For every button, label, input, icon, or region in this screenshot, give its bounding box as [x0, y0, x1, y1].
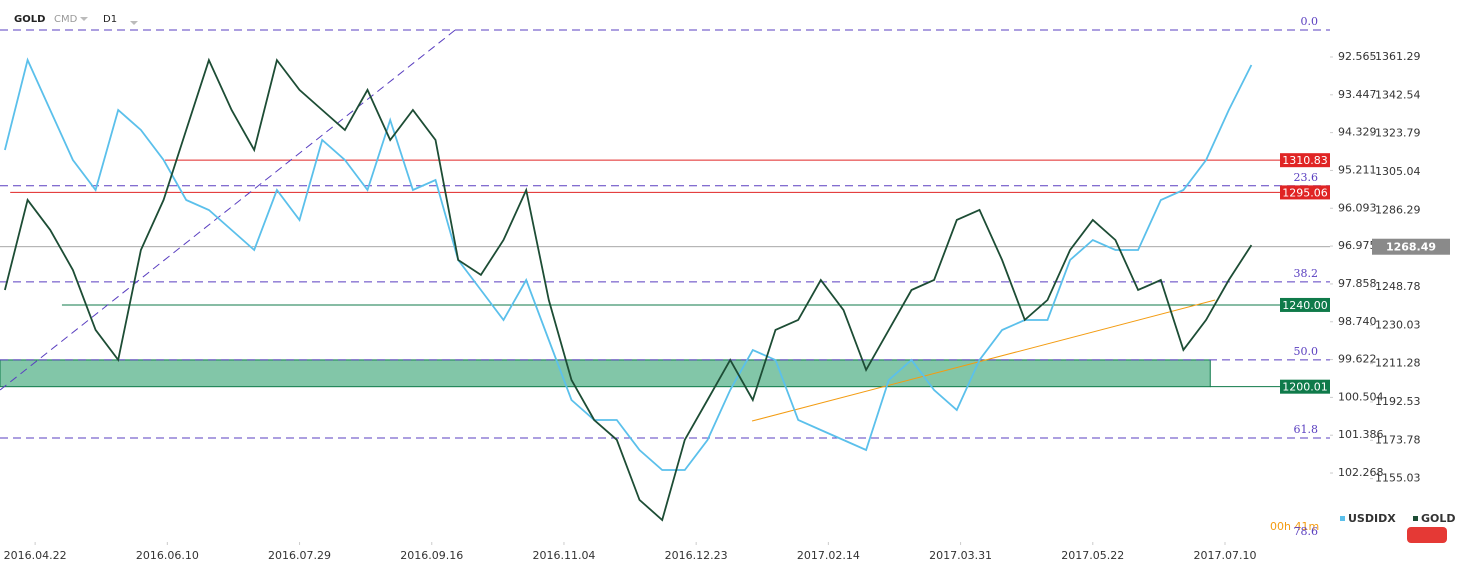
series-line [4, 57, 1253, 471]
y-tick-label: 1286.29 [1375, 203, 1421, 216]
symbol[interactable]: GOLD [14, 14, 45, 25]
level-tag [1280, 297, 1330, 312]
y2-tick-label: 98.740 [1338, 315, 1377, 328]
y2-tick-label: 96.093 [1338, 201, 1377, 214]
fib-label: 23.6 [1294, 171, 1319, 184]
x-tick-label: 2016.12.23 [665, 549, 728, 562]
level-label: 1310.83 [1282, 154, 1328, 167]
y2-tick-label: 93.447 [1338, 88, 1377, 101]
fib-label: 50.0 [1294, 345, 1319, 358]
dropdown-icon[interactable] [130, 21, 138, 25]
y2-tick-label: 102.268 [1338, 466, 1384, 479]
y2-tick-label: 94.329 [1338, 126, 1377, 139]
fib-label: 61.8 [1294, 423, 1319, 436]
level-label: 1295.06 [1282, 186, 1328, 199]
y-tick-label: 1173.78 [1375, 433, 1421, 446]
level-tag [1280, 185, 1330, 200]
fib-label: 78.6 [1294, 525, 1319, 538]
x-tick-label: 2017.03.31 [929, 549, 992, 562]
trend-line [751, 299, 1216, 422]
legend-swatch [1413, 516, 1418, 521]
y-tick-label: 1342.54 [1375, 88, 1421, 101]
x-tick-label: 2016.09.16 [400, 549, 463, 562]
level-label: 1200.01 [1282, 381, 1328, 394]
x-tick-label: 2017.07.10 [1193, 549, 1256, 562]
y2-tick-label: 100.504 [1338, 390, 1384, 403]
countdown: 00h 41m [1270, 520, 1319, 533]
y-tick-label: 1211.28 [1375, 357, 1421, 370]
x-tick-label: 2017.05.22 [1061, 549, 1124, 562]
fib-label: 38.2 [1294, 267, 1319, 280]
x-tick-label: 2016.04.22 [4, 549, 67, 562]
trade-button[interactable] [1407, 527, 1447, 543]
market: CMD [54, 14, 78, 25]
level-tag [1280, 379, 1330, 394]
support-zone [0, 359, 1211, 388]
y-tick-label: 1155.03 [1375, 472, 1421, 485]
x-tick-label: 2017.02.14 [797, 549, 860, 562]
x-tick-label: 2016.07.29 [268, 549, 331, 562]
level-label: 1240.00 [1282, 299, 1328, 312]
y2-tick-label: 95.211 [1338, 163, 1377, 176]
y2-tick-label: 99.622 [1338, 353, 1377, 366]
legend-label: USDIDX [1348, 512, 1396, 525]
trend-line [0, 29, 456, 391]
y-tick-label: 1230.03 [1375, 318, 1421, 331]
timeframe[interactable]: D1 [103, 14, 117, 25]
y-tick-label: 1192.53 [1375, 395, 1421, 408]
current-price-label: 1268.49 [1386, 241, 1436, 254]
y2-tick-label: 92.565 [1338, 50, 1377, 63]
y-tick-label: 1248.78 [1375, 280, 1421, 293]
y-tick-label: 1305.04 [1375, 165, 1421, 178]
series-line [4, 57, 1253, 522]
y2-tick-label: 97.858 [1338, 277, 1377, 290]
current-price-tag [1372, 238, 1450, 255]
fib-label: 0.0 [1301, 15, 1319, 28]
y-tick-label: 1361.29 [1375, 50, 1421, 63]
level-tag [1280, 153, 1330, 168]
y2-tick-label: 101.386 [1338, 428, 1384, 441]
y-tick-label: 1323.79 [1375, 127, 1421, 140]
x-tick-label: 2016.11.04 [532, 549, 595, 562]
y2-tick-label: 96.975 [1338, 239, 1377, 252]
x-tick-label: 2016.06.10 [136, 549, 199, 562]
dropdown-icon[interactable] [80, 17, 88, 21]
legend-swatch [1340, 516, 1345, 521]
legend-label: GOLD [1421, 512, 1456, 525]
